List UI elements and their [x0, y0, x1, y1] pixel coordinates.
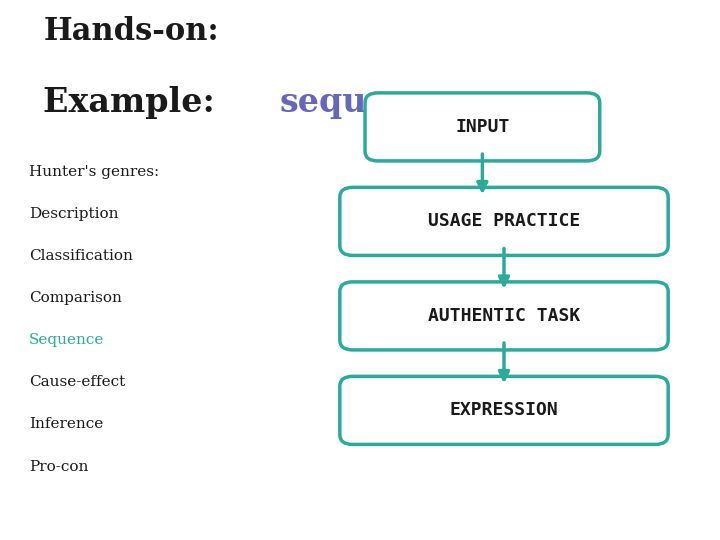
Text: Inference: Inference	[29, 417, 103, 431]
Text: Pro-con: Pro-con	[29, 460, 88, 474]
FancyBboxPatch shape	[340, 376, 668, 444]
Text: INPUT: INPUT	[455, 118, 510, 136]
Text: Cause-effect: Cause-effect	[29, 375, 125, 389]
Text: USAGE PRACTICE: USAGE PRACTICE	[428, 212, 580, 231]
Text: EXPRESSION: EXPRESSION	[449, 401, 559, 420]
FancyBboxPatch shape	[340, 282, 668, 350]
Text: Description: Description	[29, 207, 118, 221]
Text: Sequence: Sequence	[29, 333, 104, 347]
Text: sequence: sequence	[280, 86, 454, 119]
Text: Classification: Classification	[29, 249, 132, 263]
Text: Hands-on:: Hands-on:	[43, 16, 219, 47]
Text: Hunter's genres:: Hunter's genres:	[29, 165, 159, 179]
FancyBboxPatch shape	[340, 187, 668, 255]
Text: AUTHENTIC TASK: AUTHENTIC TASK	[428, 307, 580, 325]
Text: Comparison: Comparison	[29, 291, 122, 305]
FancyBboxPatch shape	[365, 93, 600, 161]
Text: Example:: Example:	[43, 86, 227, 119]
